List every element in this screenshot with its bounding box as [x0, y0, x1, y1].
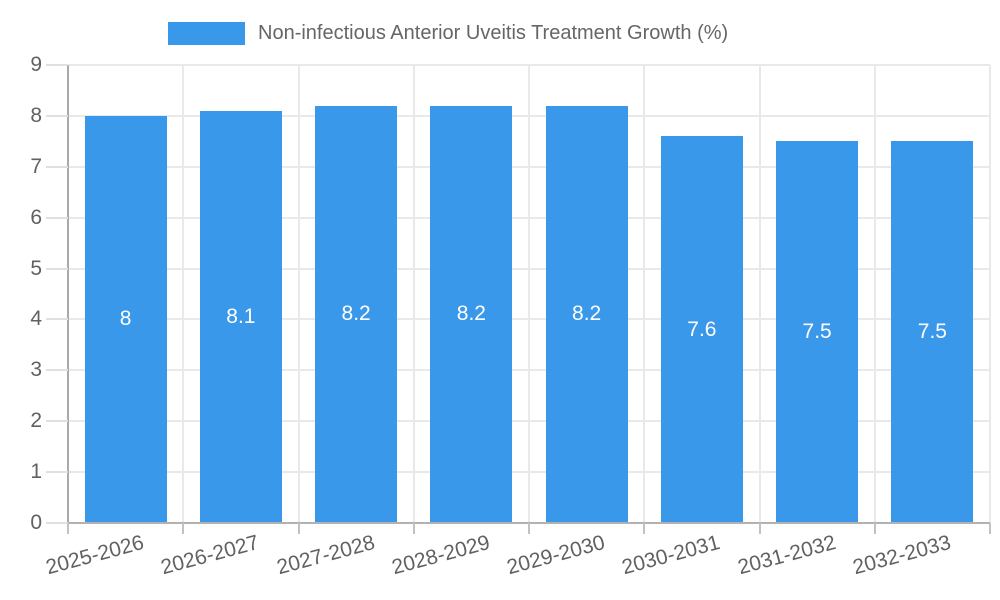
y-axis-line	[67, 65, 69, 523]
bar[interactable]	[315, 105, 398, 523]
x-axis-tick-label: 2030-2031	[619, 531, 723, 580]
y-tick	[46, 216, 68, 219]
bar-value-label: 8.2	[456, 302, 486, 326]
bar-value-label: 8.2	[341, 302, 371, 326]
y-tick	[46, 165, 68, 168]
y-tick	[46, 114, 68, 117]
x-tick	[67, 523, 69, 534]
gridline-vertical	[873, 65, 876, 523]
bar-value-label: 8.2	[572, 302, 602, 326]
x-axis-tick-label: 2031-2032	[735, 531, 839, 580]
y-axis-tick-label: 7	[30, 154, 42, 178]
y-axis-tick-label: 8	[30, 103, 42, 127]
bar[interactable]	[545, 105, 628, 523]
y-axis-tick-label: 3	[30, 358, 42, 382]
bar[interactable]	[776, 141, 859, 523]
gridline-vertical	[989, 65, 991, 523]
x-axis-tick-label: 2028-2029	[389, 531, 493, 580]
x-tick	[528, 523, 530, 534]
y-tick	[46, 267, 68, 270]
x-tick	[758, 523, 761, 534]
y-tick	[46, 522, 68, 524]
bar[interactable]	[660, 136, 743, 523]
gridline-vertical	[182, 65, 185, 523]
y-tick	[46, 318, 68, 321]
bar[interactable]	[84, 115, 167, 523]
y-tick	[46, 471, 68, 474]
bar-value-label: 7.5	[917, 320, 947, 344]
gridline-vertical	[412, 65, 415, 523]
x-tick	[643, 523, 646, 534]
gridline-vertical	[643, 65, 646, 523]
y-axis-tick-label: 4	[30, 307, 42, 331]
gridline-vertical	[297, 65, 300, 523]
x-tick	[989, 523, 991, 534]
x-axis-tick-label: 2032-2033	[850, 531, 954, 580]
y-tick	[46, 369, 68, 372]
bar[interactable]	[199, 110, 282, 523]
y-axis-tick-label: 6	[30, 205, 42, 229]
bar[interactable]	[430, 105, 513, 523]
x-tick	[412, 523, 415, 534]
bar-value-label: 7.6	[687, 317, 717, 341]
y-tick	[46, 64, 68, 66]
bar-value-label: 8.1	[226, 304, 256, 328]
legend-swatch	[168, 22, 245, 45]
bar-value-label: 7.5	[802, 320, 832, 344]
x-axis-tick-label: 2027-2028	[274, 531, 378, 580]
x-tick	[297, 523, 300, 534]
y-axis-tick-label: 9	[30, 53, 42, 76]
x-axis-tick-label: 2029-2030	[504, 531, 608, 580]
gridline-vertical	[758, 65, 761, 523]
legend-item[interactable]: Non-infectious Anterior Uveitis Treatmen…	[168, 22, 728, 45]
y-axis-tick-label: 5	[30, 256, 42, 280]
y-axis-tick-label: 1	[30, 460, 42, 484]
legend-label: Non-infectious Anterior Uveitis Treatmen…	[258, 22, 729, 44]
x-axis-tick-label: 2026-2027	[158, 531, 262, 580]
x-tick	[873, 523, 876, 534]
y-axis-tick-label: 2	[30, 409, 42, 433]
x-tick	[182, 523, 185, 534]
bar[interactable]	[891, 141, 974, 523]
x-axis-tick-label: 2025-2026	[43, 531, 147, 580]
y-tick	[46, 420, 68, 423]
bar-value-label: 8	[119, 307, 132, 331]
gridline-vertical	[528, 65, 530, 523]
y-axis-tick-label: 0	[30, 511, 42, 534]
